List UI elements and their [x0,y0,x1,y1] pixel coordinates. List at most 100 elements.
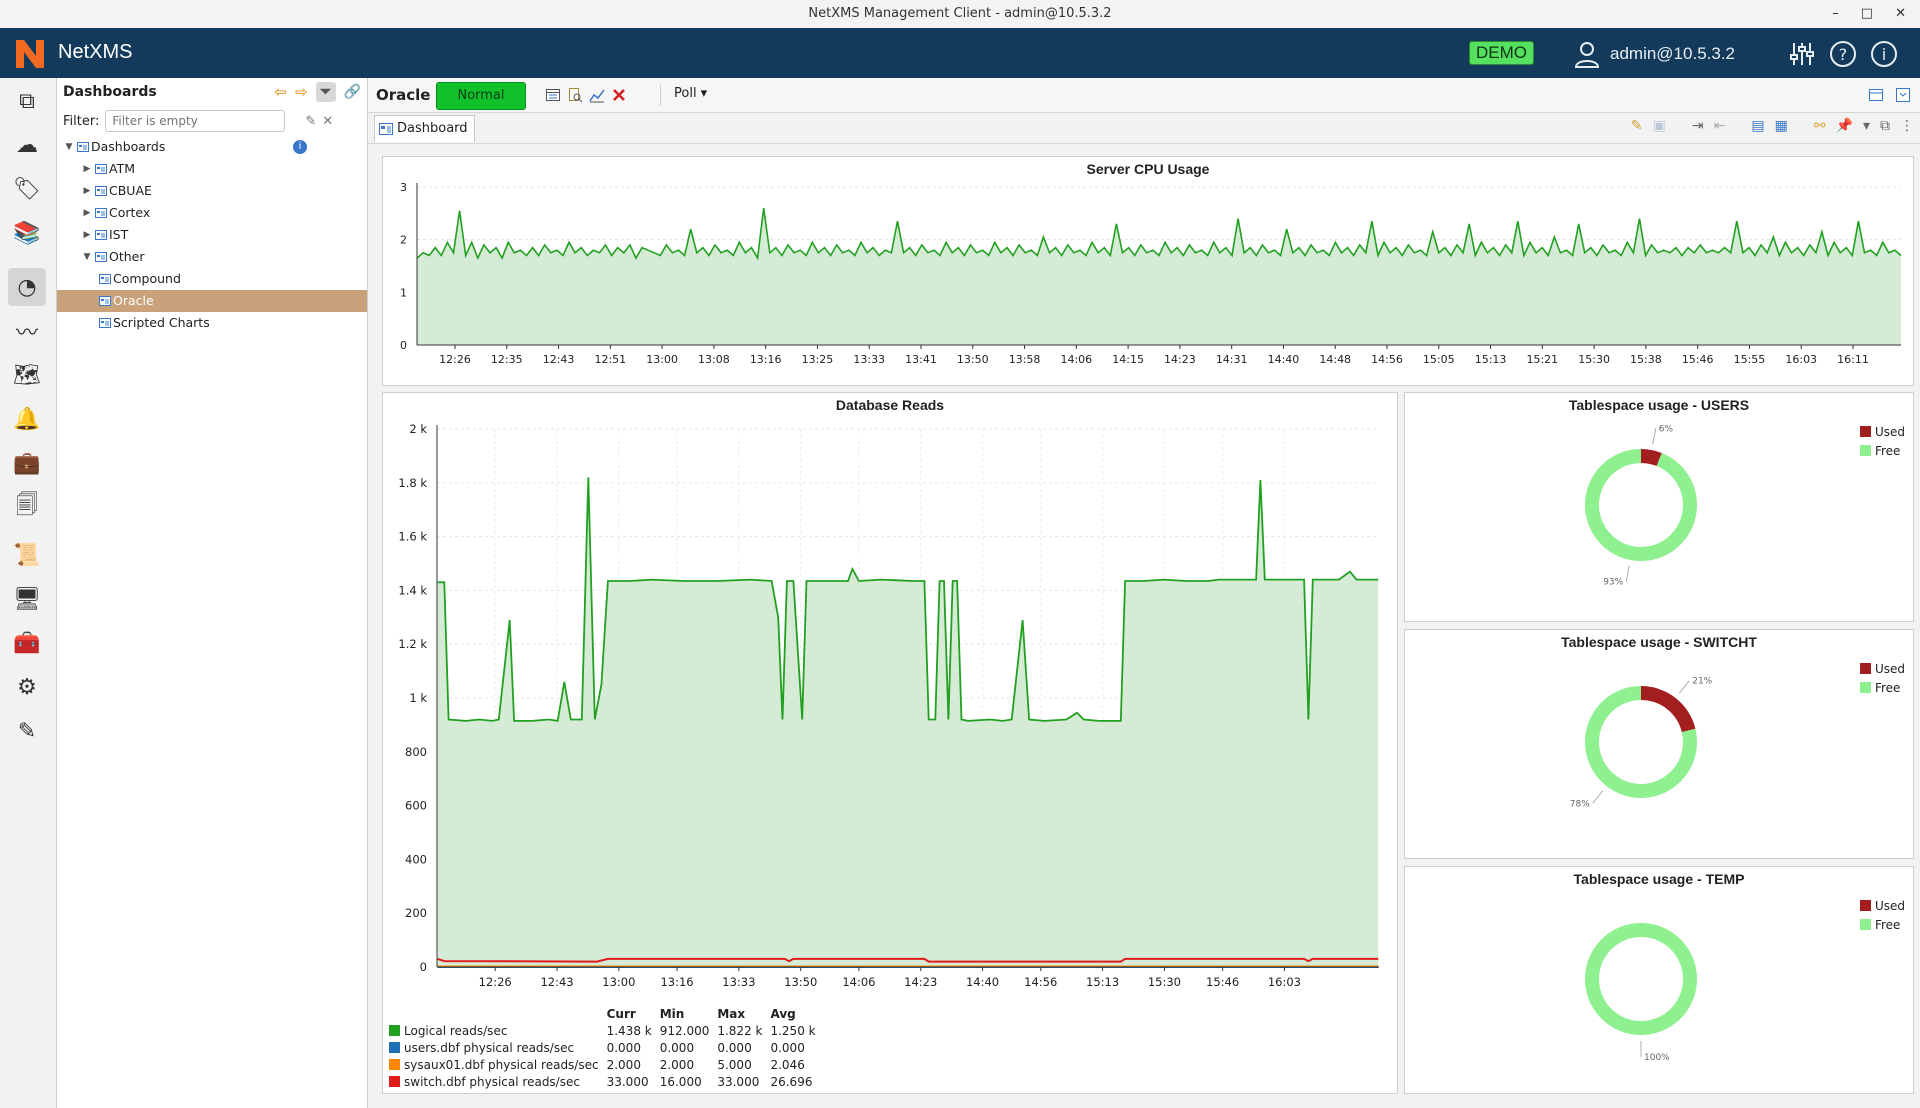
legend-used: Used [1859,897,1905,916]
legend-curr-value: 0.000 [606,1040,641,1055]
script-icon[interactable]: 📜 [13,542,41,568]
more-options-icon[interactable]: ⋮ [1900,118,1914,134]
close-filter-icon[interactable]: ✕ [322,113,334,129]
x-tick-label: 15:05 [1423,353,1455,366]
x-tick-label: 13:00 [602,975,635,989]
y-tick-label: 1.8 k [398,476,427,490]
briefcase-icon[interactable]: 💼 [13,450,41,476]
save-icon[interactable]: ▣ [1652,118,1666,134]
legend-series-name: sysaux01.dbf physical reads/sec [404,1057,599,1072]
maximize-button[interactable]: □ [1860,6,1874,21]
x-tick-label: 13:16 [750,353,782,366]
filter-input[interactable] [105,110,286,132]
object-toolbar: Oracle Normal Poll ▾ [368,78,1920,113]
info-icon[interactable]: i [1870,40,1898,68]
x-tick-label: 16:03 [1268,975,1301,989]
user-menu[interactable]: admin@10.5.3.2 [1574,40,1735,68]
clear-filter-icon[interactable]: ✎ [305,113,317,129]
view-layout-icon[interactable] [1868,87,1884,103]
sync-icon[interactable]: ⚯ [1813,118,1826,134]
graph-icon[interactable]: 〰 [15,321,38,346]
tree-item-scripted-charts[interactable]: Scripted Charts [57,312,367,334]
minimize-button[interactable]: – [1832,6,1839,21]
status-indicator[interactable]: Normal [436,82,526,110]
tab-dashboard[interactable]: Dashboard [374,115,475,142]
legend-header-avg: Avg [770,1006,796,1021]
filter-toggle-icon[interactable]: ⏷ [315,82,336,102]
legend-series: switch.dbf physical reads/sec [385,1073,603,1090]
main-area: Oracle Normal Poll ▾ Dashboard ✎ ▣ ⇥ ⇤ ▤… [368,78,1920,1108]
tree-item-compound[interactable]: Compound [57,268,367,290]
window-titlebar: NetXMS Management Client - admin@10.5.3.… [0,0,1920,29]
collapse-icon[interactable]: ▼ [65,142,73,152]
export-right-icon[interactable]: ⇥ [1691,118,1704,134]
legend-free: Free [1859,442,1905,461]
documents-icon[interactable]: 🗐 [16,493,38,518]
link-icon[interactable]: 🔗 [343,84,361,100]
dropdown-icon[interactable]: ▾ [1862,118,1870,134]
tree-item-ist[interactable]: ▶ IST [57,224,367,246]
open-external-icon[interactable]: ⧉ [1880,118,1890,134]
settings-icon[interactable]: ⚙ [17,674,37,700]
x-tick-label: 13:50 [957,353,989,366]
minimize-view-icon[interactable] [1895,87,1911,103]
find-icon[interactable] [567,87,583,103]
properties-icon[interactable] [545,87,561,103]
pin-icon[interactable]: 📌 [1835,118,1853,134]
monitor-icon[interactable]: 🖥 [13,586,41,612]
x-tick-label: 13:58 [1009,353,1041,366]
tree-item-oracle[interactable]: Oracle [57,290,367,312]
expand-icon[interactable]: ▶ [83,164,91,174]
objects-icon[interactable]: ⧉ [19,88,35,114]
dashboard-icon[interactable]: ◔ [8,268,46,306]
chart-export-icon[interactable]: ▦ [1774,118,1788,134]
edit-icon[interactable]: ✎ [1630,118,1643,134]
dashboard-layout-icon[interactable]: ▤ [1751,118,1765,134]
poll-menu-button[interactable]: Poll ▾ [674,86,708,101]
import-left-icon[interactable]: ⇤ [1713,118,1726,134]
filter-info-icon: i [293,140,307,154]
tree-item-atm[interactable]: ▶ ATM [57,158,367,180]
alarm-bell-icon[interactable]: 🔔 [13,406,41,432]
back-icon[interactable]: ⇦ [274,83,287,101]
library-icon[interactable]: 📚 [13,220,41,246]
slice-value-label: 100% [1644,1053,1670,1063]
legend-label: Free [1874,918,1901,932]
tree-item-other[interactable]: ▼ Other [57,246,367,268]
edit-note-icon[interactable]: ✎ [17,718,37,744]
close-window-button[interactable]: ✕ [1895,6,1906,21]
chart-icon[interactable] [589,87,605,103]
x-tick-label: 13:08 [698,353,730,366]
map-icon[interactable]: 🗺 [13,362,41,388]
cloud-icon[interactable]: ☁ [16,132,38,158]
legend-series: sysaux01.dbf physical reads/sec [385,1056,603,1073]
database-reads-panel: Database Reads 0 200 400 600 800 1 k 1.2 k 1.4 … [382,392,1398,1094]
forward-icon[interactable]: ⇨ [294,83,308,101]
slice-label-line [1679,680,1690,694]
x-tick-label: 15:13 [1086,975,1119,989]
legend-used: Used [1859,423,1905,442]
x-tick-label: 13:41 [905,353,937,366]
help-icon[interactable]: ? [1829,40,1857,68]
expand-icon[interactable]: ▶ [83,186,91,196]
tree-item-label: Oracle [113,293,154,308]
tree-item-dashboards[interactable]: ▼ Dashboards [57,136,367,158]
tags-icon[interactable]: 🏷 [13,176,41,202]
toolbox-icon[interactable]: 🧰 [13,630,41,656]
legend-label: Free [1874,444,1901,458]
x-tick-label: 15:38 [1630,353,1662,366]
y-tick-label: 1 k [409,691,427,705]
expand-icon[interactable]: ▶ [83,230,91,240]
legend-free: Free [1859,679,1905,698]
y-tick-label: 800 [405,745,427,759]
collapse-icon[interactable]: ▼ [83,252,91,262]
delete-icon[interactable] [611,87,627,103]
donut-chart: 21% 78% [1570,677,1713,810]
tree-item-cortex[interactable]: ▶ Cortex [57,202,367,224]
tree-item-cbuae[interactable]: ▶ CBUAE [57,180,367,202]
legend-header-series [385,1005,603,1022]
dashboard-group-icon [95,186,107,196]
y-tick-label: 3 [400,181,407,194]
sliders-icon[interactable] [1788,40,1816,68]
expand-icon[interactable]: ▶ [83,208,91,218]
